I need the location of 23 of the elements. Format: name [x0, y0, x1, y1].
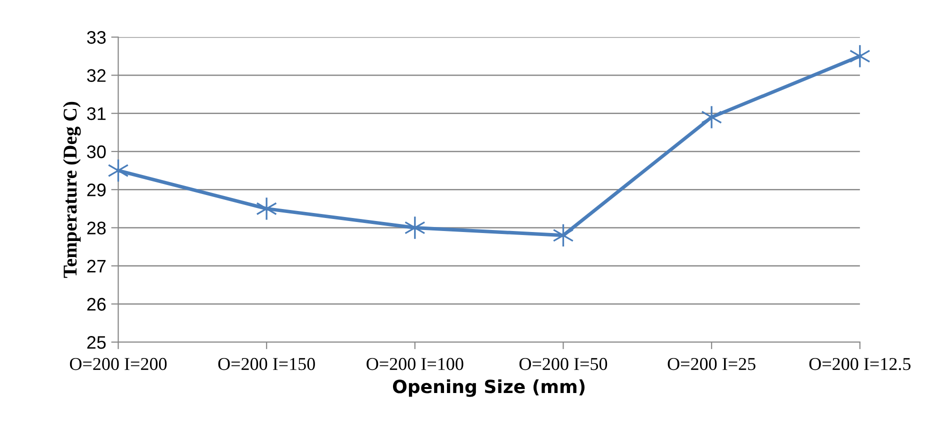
point	[552, 223, 574, 248]
x-tick-label: O=200 I=50	[519, 358, 608, 370]
x-tick-label: O=200 I=150	[218, 358, 315, 370]
x-axis-title: Opening Size (mm)	[392, 379, 585, 397]
y-tick-label: 26	[87, 298, 106, 311]
y-tick-label: 29	[87, 184, 106, 196]
point	[256, 196, 278, 221]
y-tick-label: 27	[87, 260, 106, 272]
x-tick-label: O=200 I=25	[668, 358, 756, 370]
x-tick-label: O=200 I=100	[366, 358, 464, 370]
y-tick-label: 32	[87, 69, 106, 82]
point	[108, 158, 129, 183]
point	[849, 44, 870, 68]
y-tick-label: 33	[87, 31, 106, 44]
y-tick-label: 28	[87, 222, 106, 234]
y-tick-label: 31	[87, 107, 106, 120]
y-axis-title: Temperature (Deg C)	[63, 102, 81, 278]
point	[701, 105, 722, 130]
x-tick-label: O=200 I=12.5	[809, 358, 911, 370]
y-tick-label: 30	[87, 145, 106, 158]
y-tick-label: 25	[87, 336, 106, 349]
point	[404, 216, 426, 240]
x-tick-label: O=200 I=200	[70, 358, 167, 370]
